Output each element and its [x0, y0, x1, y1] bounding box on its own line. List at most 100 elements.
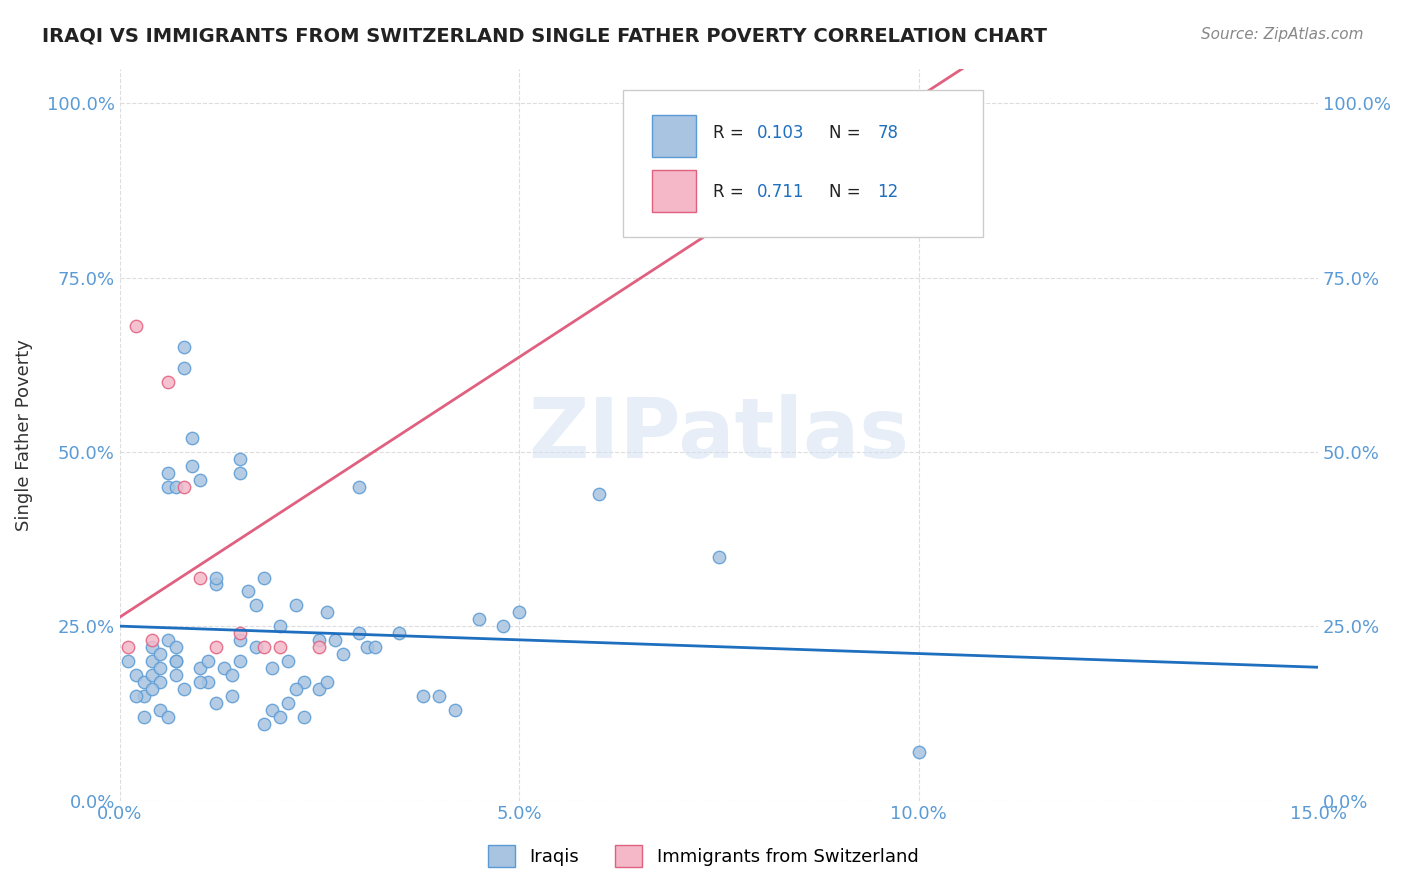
Text: 12: 12 — [877, 183, 898, 201]
Text: R =: R = — [713, 124, 749, 142]
Point — [236, 584, 259, 599]
Point — [356, 640, 378, 655]
Point — [156, 466, 179, 480]
Point — [132, 675, 155, 690]
Point — [221, 668, 243, 682]
Point — [165, 480, 187, 494]
Point — [332, 647, 354, 661]
Point — [412, 689, 434, 703]
Point — [197, 654, 219, 668]
Point — [204, 640, 226, 655]
Point — [707, 96, 730, 111]
Text: ZIPatlas: ZIPatlas — [529, 394, 910, 475]
Point — [349, 626, 371, 640]
Point — [276, 696, 298, 710]
Text: N =: N = — [830, 183, 866, 201]
Point — [125, 689, 148, 703]
Point — [156, 376, 179, 390]
Point — [907, 745, 929, 759]
Point — [468, 612, 491, 626]
Point — [228, 452, 250, 467]
Point — [284, 681, 307, 696]
Point — [125, 319, 148, 334]
Text: Source: ZipAtlas.com: Source: ZipAtlas.com — [1201, 27, 1364, 42]
Point — [269, 710, 291, 724]
Point — [165, 654, 187, 668]
FancyBboxPatch shape — [623, 90, 983, 237]
Point — [197, 675, 219, 690]
Point — [188, 661, 211, 675]
Point — [308, 633, 330, 648]
Point — [117, 654, 139, 668]
Point — [149, 661, 172, 675]
Point — [276, 654, 298, 668]
Point — [149, 703, 172, 717]
Point — [141, 681, 163, 696]
Point — [269, 640, 291, 655]
Text: R =: R = — [713, 183, 749, 201]
Point — [132, 710, 155, 724]
Point — [117, 640, 139, 655]
Point — [427, 689, 450, 703]
Point — [228, 633, 250, 648]
Text: 0.103: 0.103 — [758, 124, 804, 142]
Point — [252, 640, 274, 655]
Point — [204, 570, 226, 584]
Point — [349, 480, 371, 494]
Point — [221, 689, 243, 703]
Point — [284, 599, 307, 613]
Point — [165, 654, 187, 668]
FancyBboxPatch shape — [652, 115, 696, 157]
Point — [444, 703, 467, 717]
Point — [388, 626, 411, 640]
Point — [141, 640, 163, 655]
Text: N =: N = — [830, 124, 866, 142]
Point — [228, 626, 250, 640]
Point — [228, 654, 250, 668]
Point — [292, 675, 315, 690]
Point — [156, 480, 179, 494]
Point — [492, 619, 515, 633]
Point — [204, 577, 226, 591]
Legend: Iraqis, Immigrants from Switzerland: Iraqis, Immigrants from Switzerland — [481, 838, 925, 874]
Point — [132, 689, 155, 703]
Point — [180, 431, 202, 445]
Point — [173, 361, 195, 376]
Point — [245, 640, 267, 655]
Text: IRAQI VS IMMIGRANTS FROM SWITZERLAND SINGLE FATHER POVERTY CORRELATION CHART: IRAQI VS IMMIGRANTS FROM SWITZERLAND SIN… — [42, 27, 1047, 45]
Text: 0.711: 0.711 — [758, 183, 804, 201]
Point — [173, 681, 195, 696]
Point — [212, 661, 235, 675]
Point — [180, 458, 202, 473]
Point — [149, 675, 172, 690]
Point — [228, 466, 250, 480]
Point — [308, 681, 330, 696]
Point — [149, 647, 172, 661]
Point — [269, 619, 291, 633]
Point — [173, 340, 195, 354]
Point — [141, 633, 163, 648]
Point — [188, 473, 211, 487]
Point — [204, 696, 226, 710]
Point — [188, 675, 211, 690]
Point — [588, 487, 610, 501]
Point — [245, 599, 267, 613]
Point — [308, 640, 330, 655]
Point — [316, 675, 339, 690]
Text: 78: 78 — [877, 124, 898, 142]
Point — [508, 606, 530, 620]
Point — [260, 661, 283, 675]
Point — [325, 633, 347, 648]
FancyBboxPatch shape — [652, 170, 696, 212]
Point — [252, 570, 274, 584]
Point — [165, 668, 187, 682]
Point — [188, 570, 211, 584]
Point — [292, 710, 315, 724]
Y-axis label: Single Father Poverty: Single Father Poverty — [15, 339, 32, 531]
Point — [364, 640, 387, 655]
Point — [260, 703, 283, 717]
Point — [316, 606, 339, 620]
Point — [141, 668, 163, 682]
Point — [156, 710, 179, 724]
Point — [173, 480, 195, 494]
